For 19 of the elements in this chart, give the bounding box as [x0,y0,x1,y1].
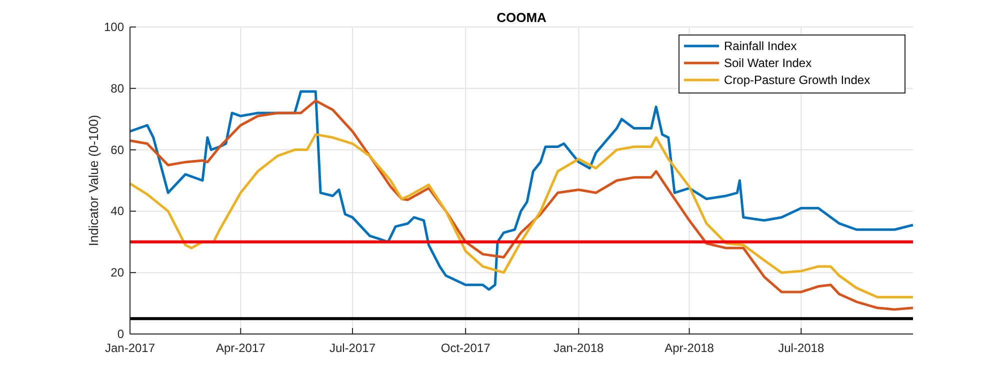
line-series [128,133,914,298]
y-tick-label: 60 [110,142,124,157]
legend-label: Rainfall Index [724,39,797,53]
y-tick-label: 20 [110,266,124,280]
chart-title: COOMA [496,10,548,25]
y-axis-title: Indicator Value (0-100) [86,114,101,246]
legend-label: Soil Water Index [724,56,812,70]
legend-label: Crop-Pasture Growth Index [724,73,870,87]
y-tick-label: 40 [110,204,124,218]
y-tick-label: 0 [117,327,124,341]
x-tick-label: Jul-2018 [778,341,824,355]
x-tick-label: Apr-2017 [216,341,266,355]
x-tick-label: Apr-2018 [664,341,714,355]
x-tick-label: Jan-2017 [104,341,156,355]
y-tick-label: 80 [110,81,124,96]
x-tick-label: Jul-2017 [329,341,376,355]
x-tick-label: Jan-2018 [554,341,604,355]
x-tick-label: Oct-2017 [440,341,491,355]
y-tick-label: 100 [104,20,124,34]
